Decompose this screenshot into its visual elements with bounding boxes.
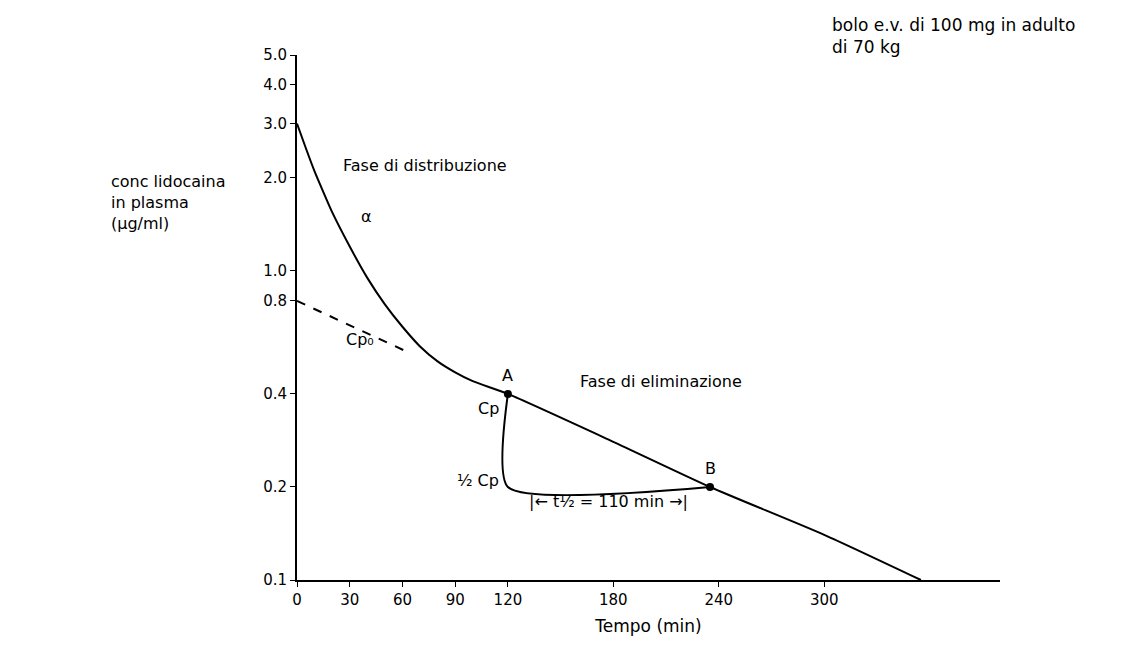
svg-text:conc lidocainain plasma(µg/ml): conc lidocainain plasma(µg/ml) xyxy=(111,172,225,233)
svg-text:120: 120 xyxy=(494,591,523,609)
svg-text:0.2: 0.2 xyxy=(263,478,287,496)
svg-text:½ Cp: ½ Cp xyxy=(457,471,499,490)
svg-text:30: 30 xyxy=(340,591,359,609)
svg-text:3.0: 3.0 xyxy=(263,115,287,133)
svg-text:0.4: 0.4 xyxy=(263,385,287,403)
svg-text:Cp: Cp xyxy=(478,399,499,418)
svg-text:2.0: 2.0 xyxy=(263,169,287,187)
svg-text:0.8: 0.8 xyxy=(263,292,287,310)
svg-text:1.0: 1.0 xyxy=(263,262,287,280)
svg-text:bolo e.v. di 100 mg in adultod: bolo e.v. di 100 mg in adultodi 70 kg xyxy=(832,15,1075,57)
svg-text:Tempo (min): Tempo (min) xyxy=(594,616,701,636)
svg-text:α: α xyxy=(361,207,372,226)
svg-text:Fase di eliminazione: Fase di eliminazione xyxy=(580,372,742,391)
svg-text:4.0: 4.0 xyxy=(263,76,287,94)
svg-text:Fase di distribuzione: Fase di distribuzione xyxy=(343,156,507,175)
svg-text:0: 0 xyxy=(292,591,302,609)
svg-text:0.1: 0.1 xyxy=(263,571,287,589)
svg-text:240: 240 xyxy=(704,591,733,609)
svg-text:|← t½ = 110 min →|: |← t½ = 110 min →| xyxy=(529,492,688,511)
svg-text:A: A xyxy=(502,366,513,385)
svg-text:Cp₀: Cp₀ xyxy=(346,330,374,349)
svg-text:B: B xyxy=(705,459,716,478)
svg-text:60: 60 xyxy=(393,591,412,609)
svg-text:90: 90 xyxy=(446,591,465,609)
svg-text:180: 180 xyxy=(599,591,628,609)
svg-text:5.0: 5.0 xyxy=(263,46,287,64)
svg-text:300: 300 xyxy=(810,591,839,609)
